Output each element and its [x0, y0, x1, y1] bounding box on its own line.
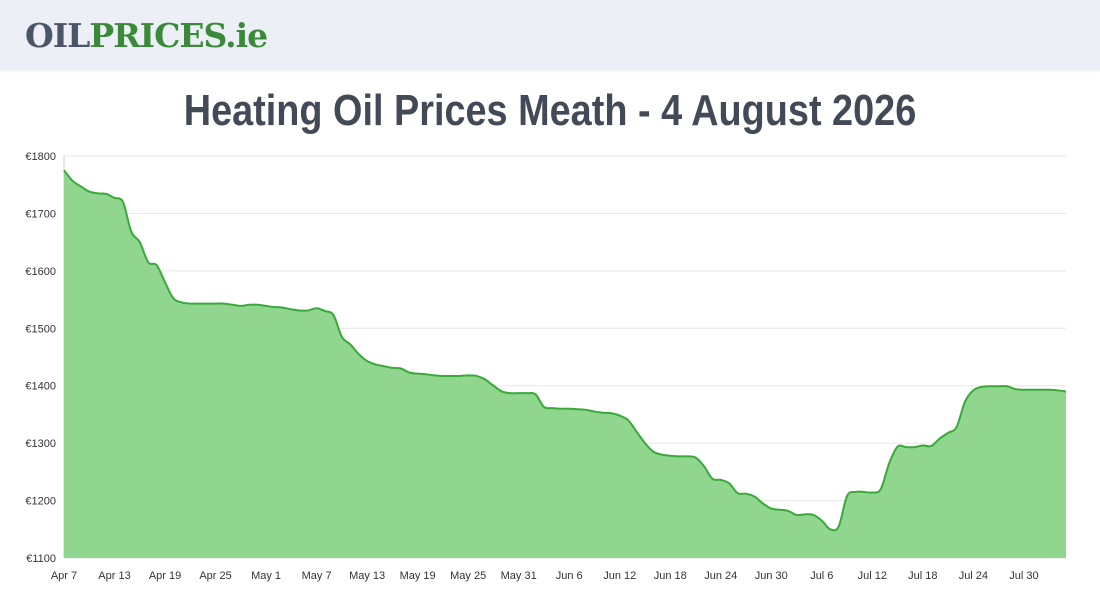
x-tick-label: Jul 24 — [959, 570, 988, 582]
y-tick-label: €1600 — [25, 266, 56, 278]
site-header: OILPRICES.ie — [0, 0, 1100, 70]
x-tick-label: Apr 13 — [98, 570, 130, 582]
x-tick-label: Apr 7 — [51, 570, 77, 582]
y-tick-label: €1800 — [25, 151, 56, 163]
logo-oil-text: OIL — [25, 16, 90, 55]
x-tick-label: Jun 30 — [755, 570, 788, 582]
chart-title: Heating Oil Prices Meath - 4 August 2026 — [183, 86, 917, 135]
x-tick-label: Apr 25 — [199, 570, 231, 582]
price-area — [64, 170, 1066, 559]
x-tick-label: May 19 — [400, 570, 436, 582]
y-tick-label: €1200 — [25, 496, 56, 508]
x-tick-label: Jul 6 — [810, 570, 833, 582]
y-tick-label: €1400 — [25, 381, 56, 393]
price-line — [63, 169, 1067, 532]
x-tick-label: Apr 19 — [149, 570, 181, 582]
x-tick-label: May 31 — [501, 570, 537, 582]
x-tick-label: Jun 6 — [556, 570, 583, 582]
y-tick-label: €1500 — [25, 323, 56, 335]
x-tick-label: May 1 — [251, 570, 281, 582]
x-tick-label: Jul 30 — [1009, 570, 1038, 582]
y-tick-label: €1300 — [25, 438, 56, 450]
x-tick-label: May 7 — [302, 570, 332, 582]
x-tick-label: May 25 — [450, 570, 486, 582]
y-axis-ticks: €1100 €1200 €1300 €1400 €1500 €1600 €1700 €1800 — [25, 151, 56, 565]
x-tick-label: May 13 — [349, 570, 385, 582]
logo-ie-text: .ie — [225, 16, 268, 55]
logo-prices-text: PRICES — [89, 16, 226, 55]
x-tick-label: Jun 24 — [704, 570, 737, 582]
x-axis-ticks: Apr 7 Apr 13 Apr 19 Apr 25 May 1 May 7 May 13 M… — [51, 570, 1039, 582]
y-tick-label: €1700 — [25, 208, 56, 220]
x-tick-label: Jul 18 — [908, 570, 937, 582]
x-tick-label: Jun 18 — [654, 570, 687, 582]
x-tick-label: Jun 12 — [603, 570, 636, 582]
site-logo[interactable]: OILPRICES.ie — [25, 14, 268, 58]
x-tick-label: Jul 12 — [858, 570, 887, 582]
y-tick-label: €1100 — [26, 553, 56, 565]
